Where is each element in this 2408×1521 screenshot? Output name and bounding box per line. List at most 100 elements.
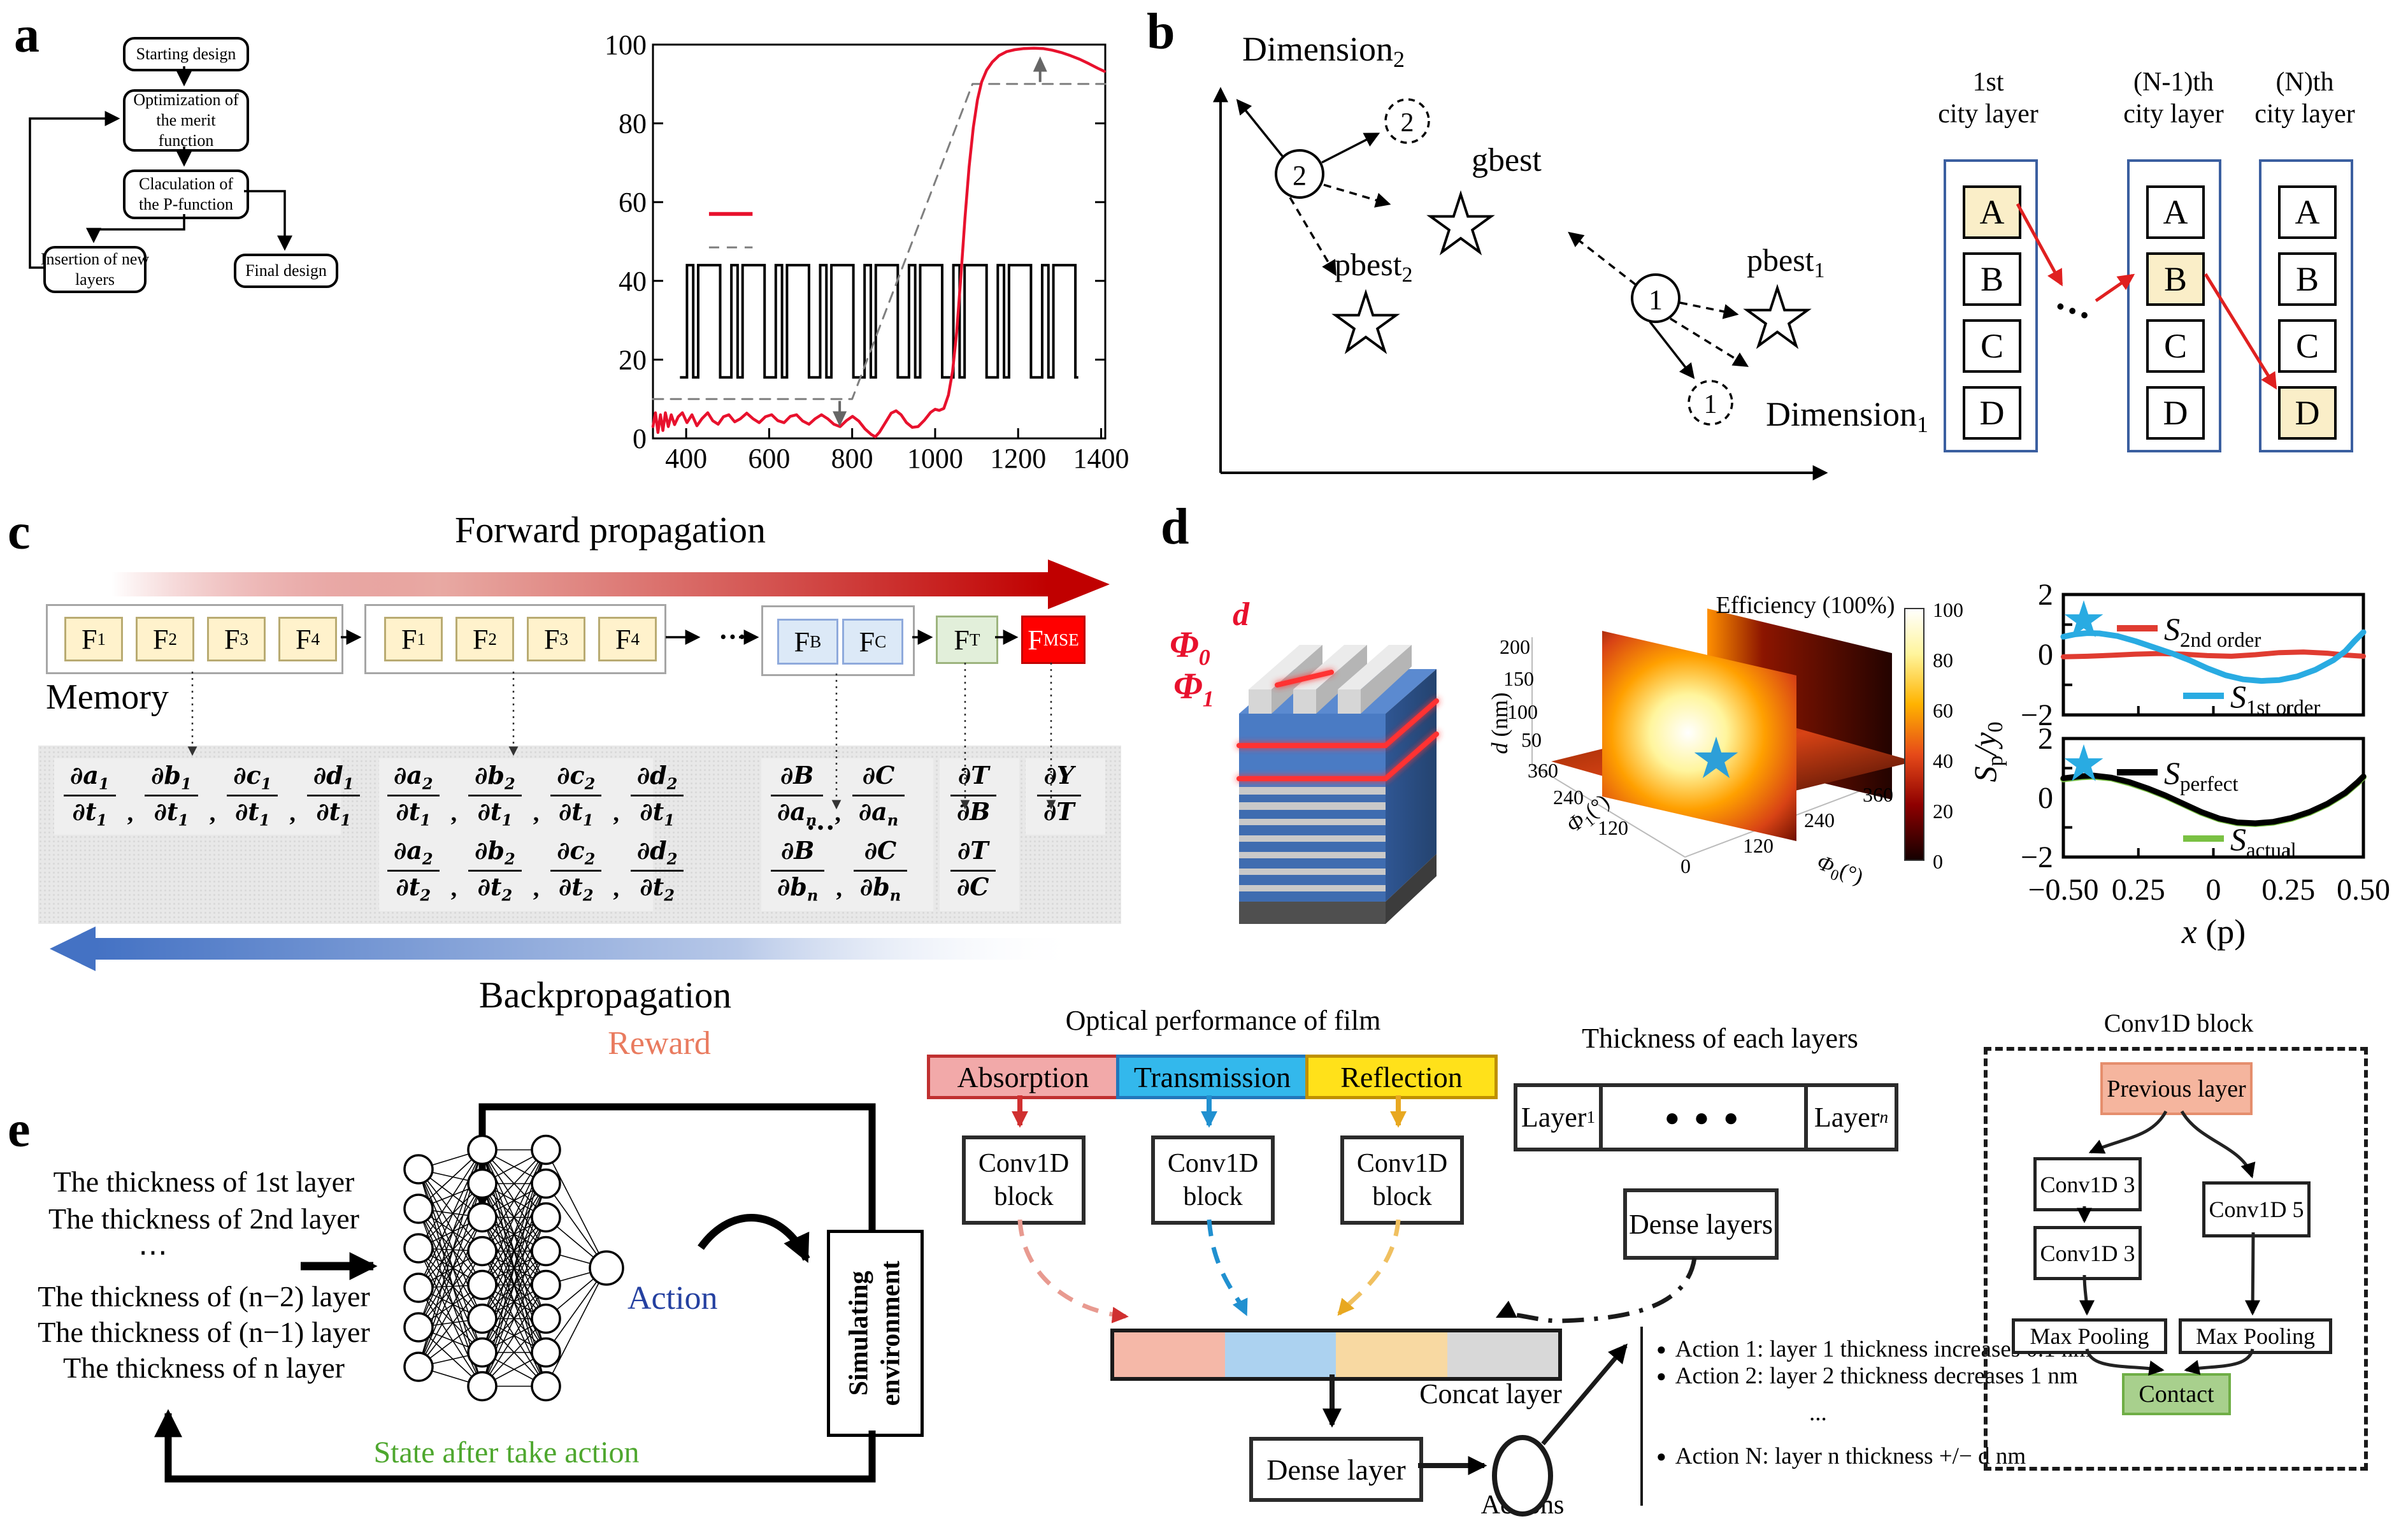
memory-row-b3r1: ∂B ∂an , ∂C ∂an <box>771 761 905 828</box>
svg-text:400: 400 <box>665 443 707 474</box>
efficiency-title: Efficiency (100%) <box>1716 592 1895 619</box>
thickness-title: Thickness of each layers <box>1582 1023 1858 1054</box>
dense-layers-box: Dense layers <box>1623 1188 1779 1260</box>
city-column-1: A B C D <box>1944 159 2038 452</box>
memory-row-b3r2: ∂B ∂bn , ∂C ∂bn <box>771 837 908 904</box>
svg-text:100: 100 <box>1507 700 1538 723</box>
flow-optimize-box: Optimization of the merit function <box>123 89 249 152</box>
phi0-axis-label: Φ0(°) <box>1812 851 1866 893</box>
reward-label: Reward <box>608 1025 711 1062</box>
simulating-environment-box: Simulating environment <box>827 1230 924 1437</box>
svg-text:100: 100 <box>605 29 647 61</box>
svg-text:0: 0 <box>633 423 647 454</box>
legend-sperfect: Sperfect <box>2164 755 2239 796</box>
dimension1-label: Dimension1 <box>1766 395 1928 437</box>
particle-1 <box>1631 273 1681 323</box>
conv1d3-box-2: Conv1D 3 <box>2033 1226 2142 1280</box>
layers-ellipsis: ● ● ● <box>1664 1103 1743 1132</box>
pbest2-star <box>1331 289 1400 354</box>
panel-label-e: e <box>8 1102 31 1158</box>
svg-text:0: 0 <box>2038 781 2053 815</box>
phi0-label: Φ0 <box>1170 624 1210 670</box>
city-cell: B <box>1963 252 2021 306</box>
conv1d-block-reflection: Conv1D block <box>1340 1135 1464 1225</box>
memory-band: ∂a1 ∂t1 , ∂b1 ∂t1 , ∂c1 ∂t1 , ∂d1 ∂t1 ∂a2 ∂t1… <box>38 746 1121 924</box>
panel-label-a: a <box>14 7 39 63</box>
substrate <box>1239 902 1386 924</box>
memory-row-b2r2: ∂a2 ∂t2 , ∂b2 ∂t2 , ∂c2 ∂t2 , ∂d2 ∂t2 <box>387 837 684 904</box>
panel-label-c: c <box>8 504 31 560</box>
svg-text:0: 0 <box>1681 854 1691 877</box>
svg-text:360: 360 <box>1863 783 1893 806</box>
dimension2-label: Dimension2 <box>1242 30 1405 72</box>
input-line: The thickness of 1st layer <box>53 1165 355 1198</box>
svg-text:2: 2 <box>2038 578 2053 612</box>
gbest-label: gbest <box>1472 142 1542 178</box>
svg-text:1: 1 <box>1649 284 1663 315</box>
svg-text:−2: −2 <box>2021 698 2053 732</box>
svg-text:40: 40 <box>1933 749 1953 772</box>
spectrum-plot: 400 600 800 1000 1200 1400 0 20 40 60 80 100 <box>605 29 1129 474</box>
svg-text:1400: 1400 <box>1073 443 1129 474</box>
s-curves <box>2060 629 2367 827</box>
svg-text:2: 2 <box>2038 722 2053 756</box>
input-line: The thickness of n layer <box>63 1352 345 1384</box>
conv1d-detail-title: Conv1D block <box>2103 1009 2254 1037</box>
svg-text:0: 0 <box>2038 638 2053 672</box>
forward-propagation-title: Forward propagation <box>454 509 766 551</box>
legend-s2nd: S2nd order <box>2164 611 2261 652</box>
svg-text:0: 0 <box>2206 873 2221 907</box>
actions-label: Actions <box>1480 1490 1565 1520</box>
svg-text:600: 600 <box>748 443 790 474</box>
y-tick-labels: 2 0 −2 2 0 −2 <box>2021 578 2053 874</box>
city-column-n: A B C D <box>2259 159 2353 452</box>
pbest1-star <box>1743 284 1812 349</box>
svg-text:120: 120 <box>1598 816 1628 839</box>
pso-diagram: 2 2 1 1 Dimension2 Dimension1 gbest pbes… <box>1213 30 1928 480</box>
absorption-box: Absorption <box>927 1055 1119 1099</box>
svg-text:1200: 1200 <box>990 443 1046 474</box>
svg-text:80: 80 <box>619 108 647 140</box>
svg-text:60: 60 <box>1933 699 1953 722</box>
conv1d-detail-frame <box>1984 1047 2368 1471</box>
optical-performance-title: Optical performance of film <box>1065 1005 1381 1036</box>
grating-period-label: d <box>1233 596 1249 633</box>
svg-text:150: 150 <box>1503 667 1534 690</box>
input-line: The thickness of (n−1) layer <box>38 1316 370 1348</box>
concat-seg-thickness <box>1447 1332 1558 1377</box>
reflection-box: Reflection <box>1305 1055 1498 1099</box>
dense-layer-box: Dense layer <box>1249 1437 1423 1502</box>
svg-text:60: 60 <box>619 187 647 218</box>
legend-s1st: S1st order <box>2230 679 2320 719</box>
svg-text:20: 20 <box>1933 800 1953 823</box>
colorbar <box>1904 608 1924 861</box>
action-label: Action <box>627 1280 718 1316</box>
reward-loop <box>468 1103 876 1230</box>
action-item-2: ● Action 2: layer 2 thickness decreases 1… <box>1656 1363 2078 1389</box>
particle-2-next <box>1384 98 1430 144</box>
pbest2-label: pbest2 <box>1335 247 1413 287</box>
city-cell: D <box>1963 386 2021 440</box>
city-column-n1: A B C D <box>2127 159 2221 452</box>
panel-label-b: b <box>1147 4 1175 60</box>
svg-text:1: 1 <box>1704 390 1717 419</box>
svg-text:2: 2 <box>1401 108 1414 138</box>
x-axis-label: x (p) <box>2181 912 2246 951</box>
svg-text:50: 50 <box>1521 728 1542 751</box>
state-label: State after take action <box>373 1436 640 1469</box>
s-parameter-plots: 2 0 −2 2 0 −2 −0.50 0.25 0 0.25 0.50 x (… <box>1967 578 2390 951</box>
star-marker-bottom <box>2064 744 2103 781</box>
colorbar-ticks: 100 80 60 40 20 0 <box>1933 598 1963 873</box>
neural-network <box>403 1134 624 1402</box>
city-ellipsis: ··· <box>2047 284 2098 337</box>
city-cell: A <box>1963 185 2021 239</box>
contact-box: Contact <box>2122 1373 2231 1415</box>
